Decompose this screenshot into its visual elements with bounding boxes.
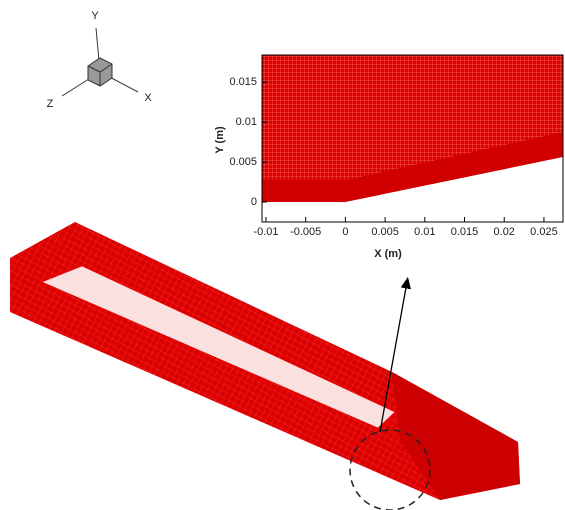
- x-tick-label: -0.01: [253, 226, 278, 238]
- x-tick-label: 0: [342, 226, 348, 238]
- y-tick-label: 0.015: [229, 76, 257, 88]
- mesh-3d: [10, 222, 520, 510]
- y-tick-label: 0: [251, 196, 257, 208]
- x-tick-label: 0.005: [371, 226, 399, 238]
- y-tick-label: 0.005: [229, 156, 257, 168]
- x-tick-label: 0.01: [414, 226, 435, 238]
- y-tick-label: 0.01: [236, 116, 257, 128]
- inset-plot: -0.01 -0.005 0 0.005 0.01 0.015 0.02 0.025 0 0.00…: [214, 55, 563, 260]
- x-tick-label: 0.015: [451, 226, 479, 238]
- x-tick-label: 0.025: [530, 226, 558, 238]
- x-axis-label: X (m): [374, 248, 402, 260]
- axis-triad: Y Z X: [47, 10, 153, 110]
- figure: Y Z X -0.01 -0.005 0 0.005 0.01 0.015 0.02 0.02…: [0, 0, 565, 510]
- page: Y Z X -0.01 -0.005 0 0.005 0.01 0.015 0.02 0.02…: [0, 0, 565, 510]
- inset-wall-layer: [262, 180, 345, 202]
- x-tick-label: -0.005: [290, 226, 321, 238]
- triad-x-label: X: [144, 92, 152, 104]
- x-tick-label: 0.02: [494, 226, 515, 238]
- triad-y-label: Y: [91, 10, 99, 22]
- y-axis-label: Y (m): [214, 126, 226, 154]
- triad-z-label: Z: [47, 98, 54, 110]
